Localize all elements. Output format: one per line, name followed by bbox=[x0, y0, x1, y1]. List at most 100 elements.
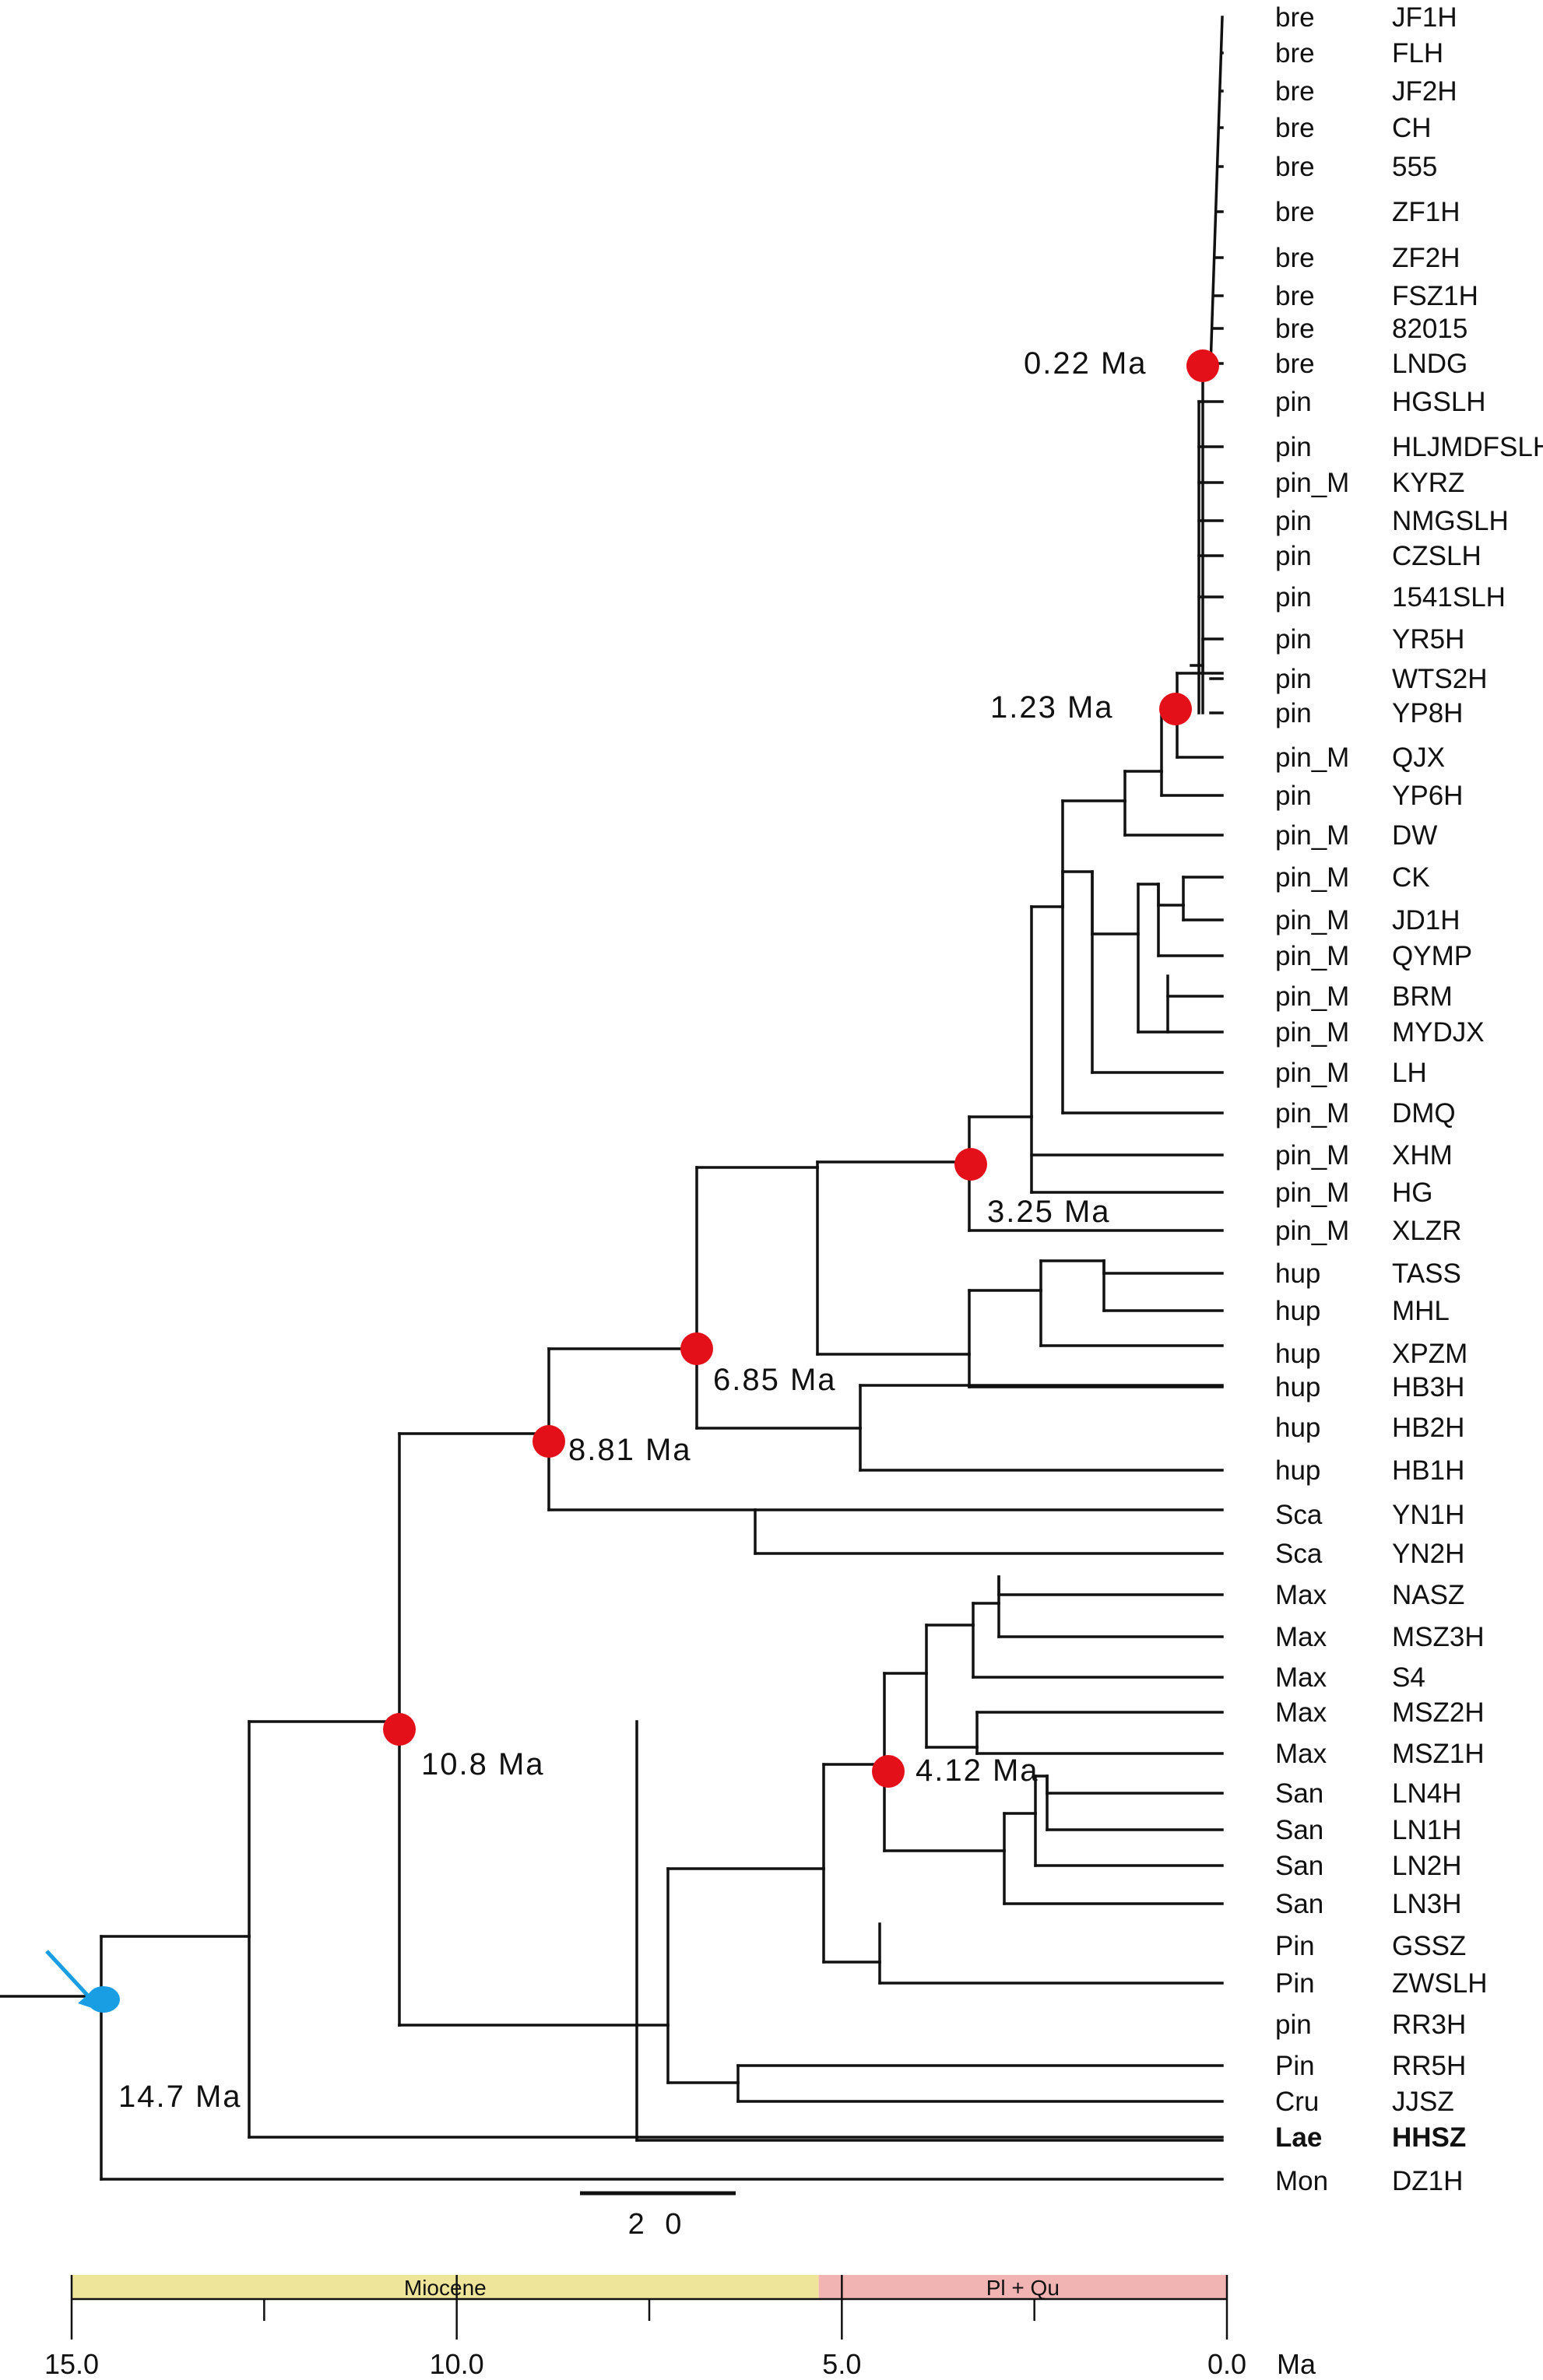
tip-name: CH bbox=[1392, 113, 1432, 143]
tip-group: hup bbox=[1275, 1296, 1320, 1326]
node-marker bbox=[680, 1332, 713, 1365]
tip-label: pin YP6H bbox=[1275, 781, 1463, 811]
tip-group: Mon bbox=[1275, 2166, 1328, 2196]
tip-label: hup HB2H bbox=[1275, 1413, 1464, 1443]
divergence-node: 6.85 Ma bbox=[680, 1332, 837, 1397]
tip-group: pin bbox=[1275, 387, 1312, 417]
tip-name: NMGSLH bbox=[1392, 506, 1509, 536]
tip-label: pin YR5H bbox=[1275, 624, 1464, 655]
tip-label: pin 1541SLH bbox=[1275, 582, 1506, 613]
node-age-label: 4.12 Ma bbox=[916, 1753, 1039, 1788]
tip-label: pin_M QYMP bbox=[1275, 941, 1472, 971]
epoch-band bbox=[818, 2275, 1227, 2299]
tip-group: Max bbox=[1275, 1622, 1327, 1652]
tip-label: San LN1H bbox=[1275, 1815, 1461, 1845]
tip-name: MSZ3H bbox=[1392, 1622, 1485, 1652]
epoch-label: Pl + Qu bbox=[986, 2276, 1060, 2300]
tip-label: pin WTS2H bbox=[1275, 664, 1488, 694]
node-age-label: 10.8 Ma bbox=[421, 1747, 545, 1781]
tip-name: LH bbox=[1392, 1058, 1427, 1088]
timescale-unit: Ma bbox=[1277, 2348, 1316, 2380]
tip-label: Cru JJSZ bbox=[1275, 2087, 1454, 2117]
tip-group: pin bbox=[1275, 541, 1312, 571]
tip-name: MSZ2H bbox=[1392, 1697, 1485, 1728]
tip-name: JD1H bbox=[1392, 905, 1460, 936]
tip-label: San LN4H bbox=[1275, 1778, 1461, 1809]
tip-name: XHM bbox=[1392, 1140, 1453, 1171]
tip-name: GSSZ bbox=[1392, 1931, 1466, 1961]
tip-group: pin_M bbox=[1275, 1140, 1349, 1171]
tip-name: LN3H bbox=[1392, 1889, 1461, 1919]
tip-group: pin bbox=[1275, 2010, 1312, 2040]
tip-group: bre bbox=[1275, 76, 1315, 107]
tip-label: pin_M XLZR bbox=[1275, 1216, 1461, 1246]
tip-group: Max bbox=[1275, 1662, 1327, 1693]
divergence-node: 0.22 Ma bbox=[1024, 346, 1219, 382]
tip-name: 555 bbox=[1392, 152, 1437, 182]
tip-name: JJSZ bbox=[1392, 2087, 1454, 2117]
tip-group: pin bbox=[1275, 781, 1312, 811]
tip-name: JF1H bbox=[1392, 2, 1457, 33]
tip-label: bre ZF1H bbox=[1275, 197, 1460, 227]
tip-name: HG bbox=[1392, 1178, 1433, 1208]
tip-group: Max bbox=[1275, 1697, 1327, 1728]
tip-label: Sca YN2H bbox=[1275, 1539, 1464, 1569]
root-node-marker bbox=[87, 1986, 120, 2013]
node-age-label: 8.81 Ma bbox=[568, 1433, 692, 1467]
tip-group: hup bbox=[1275, 1455, 1320, 1486]
tip-label: pin_M CK bbox=[1275, 862, 1430, 893]
tip-name: HHSZ bbox=[1392, 2122, 1466, 2153]
tip-label: Lae HHSZ bbox=[1275, 2122, 1466, 2153]
tip-group: Lae bbox=[1275, 2122, 1322, 2153]
scale-bar-label: 2 0 bbox=[628, 2208, 688, 2241]
node-marker bbox=[383, 1713, 416, 1746]
node-age-label: 6.85 Ma bbox=[713, 1363, 837, 1397]
tip-label: pin_M KYRZ bbox=[1275, 468, 1464, 498]
tip-label: hup XPZM bbox=[1275, 1339, 1467, 1369]
node-marker bbox=[532, 1425, 565, 1458]
tip-group: pin_M bbox=[1275, 1058, 1349, 1088]
divergence-node: 1.23 Ma bbox=[990, 690, 1192, 725]
tip-label: Max MSZ2H bbox=[1275, 1697, 1485, 1728]
tip-label: pin_M XHM bbox=[1275, 1140, 1453, 1171]
tip-group: San bbox=[1275, 1889, 1323, 1919]
tip-label: pin NMGSLH bbox=[1275, 506, 1509, 536]
tip-group: bre bbox=[1275, 38, 1315, 68]
tip-name: MHL bbox=[1392, 1296, 1450, 1326]
tip-group: hup bbox=[1275, 1372, 1320, 1402]
node-age-label: 0.22 Ma bbox=[1024, 346, 1148, 381]
epoch-band bbox=[72, 2275, 819, 2299]
tip-label: pin_M QJX bbox=[1275, 742, 1445, 773]
tip-group: pin_M bbox=[1275, 905, 1349, 936]
timescale-tick-label: 5.0 bbox=[822, 2348, 861, 2380]
tip-label: pin HGSLH bbox=[1275, 387, 1486, 417]
tip-group: Pin bbox=[1275, 2051, 1315, 2081]
tip-label: Sca YN1H bbox=[1275, 1500, 1464, 1530]
node-age-label: 14.7 Ma bbox=[118, 2080, 242, 2114]
tip-name: YR5H bbox=[1392, 624, 1464, 655]
tip-name: LN1H bbox=[1392, 1815, 1461, 1845]
node-age-label: 1.23 Ma bbox=[990, 690, 1114, 725]
tip-label: pin CZSLH bbox=[1275, 541, 1481, 571]
tip-name: FSZ1H bbox=[1392, 281, 1478, 311]
tip-label: Pin GSSZ bbox=[1275, 1931, 1466, 1961]
tip-group: San bbox=[1275, 1851, 1323, 1881]
tip-group: pin_M bbox=[1275, 981, 1349, 1012]
tip-name: MSZ1H bbox=[1392, 1739, 1485, 1769]
tip-group: pin bbox=[1275, 624, 1312, 655]
tip-label: San LN3H bbox=[1275, 1889, 1461, 1919]
tip-name: YN2H bbox=[1392, 1539, 1464, 1569]
tip-name: CZSLH bbox=[1392, 541, 1481, 571]
tip-label: pin_M LH bbox=[1275, 1058, 1427, 1088]
tip-name: YP6H bbox=[1392, 781, 1463, 811]
timescale-tick-label: 0.0 bbox=[1207, 2348, 1246, 2380]
tip-name: HLJMDFSLH bbox=[1392, 432, 1543, 462]
scale-bar: 2 0 bbox=[580, 2191, 736, 2241]
tree-branch bbox=[1209, 16, 1224, 367]
tip-label: hup HB1H bbox=[1275, 1455, 1464, 1486]
tip-group: bre bbox=[1275, 243, 1315, 273]
node-age-label: 3.25 Ma bbox=[987, 1195, 1111, 1229]
tip-group: Max bbox=[1275, 1580, 1327, 1610]
divergence-node: 4.12 Ma bbox=[872, 1753, 1039, 1788]
